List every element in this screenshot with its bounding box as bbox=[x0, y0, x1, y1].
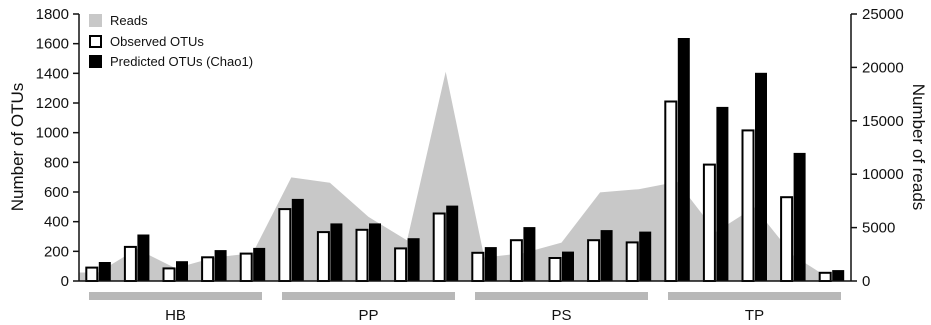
observed-otus-bar-19 bbox=[780, 196, 794, 282]
right-tick-label: 10000 bbox=[862, 166, 904, 183]
observed-otus-bar-6 bbox=[278, 208, 292, 283]
observed-otus-bar-2 bbox=[123, 245, 137, 282]
observed-otus-bar-9 bbox=[394, 247, 408, 282]
left-tick-label: 400 bbox=[44, 214, 69, 231]
legend-label: Observed OTUs bbox=[110, 34, 204, 49]
bars-layer bbox=[85, 38, 845, 283]
group-labels: HB PP PS TP bbox=[89, 292, 841, 324]
left-tick-label: 1200 bbox=[36, 95, 69, 112]
observed-otus-bar-10 bbox=[432, 212, 446, 282]
predicted-otus-bar-7 bbox=[330, 223, 343, 282]
predicted-otus-bar-8 bbox=[369, 223, 381, 282]
legend-predicted-swatch bbox=[89, 55, 102, 68]
predicted-otus-bar-12 bbox=[523, 227, 536, 282]
left-tick-label: 1800 bbox=[36, 6, 69, 23]
predicted-otus-bar-1 bbox=[98, 262, 111, 282]
predicted-otus-bar-20 bbox=[832, 270, 845, 282]
observed-otus-bar-20 bbox=[818, 271, 832, 282]
observed-otus-bar-13 bbox=[548, 257, 562, 282]
group-bracket bbox=[282, 292, 455, 300]
right-axis-ticks: 0 5000 10000 15000 20000 25000 bbox=[851, 6, 904, 290]
predicted-otus-bar-6 bbox=[291, 198, 304, 282]
observed-otus-bar-4 bbox=[201, 256, 215, 282]
group-bracket bbox=[89, 292, 262, 300]
legend: Reads Observed OTUs Predicted OTUs (Chao1) bbox=[89, 13, 253, 69]
reads-area-layer bbox=[79, 71, 832, 281]
predicted-otus-bar-15 bbox=[639, 231, 652, 282]
reads-area bbox=[79, 71, 832, 281]
right-tick-label: 0 bbox=[862, 273, 870, 290]
group-label: HB bbox=[165, 307, 186, 324]
group-bracket bbox=[668, 292, 841, 300]
y-axis-title-right: Number of reads bbox=[909, 84, 928, 211]
right-tick-label: 5000 bbox=[862, 220, 895, 237]
predicted-otus-bar-19 bbox=[793, 152, 806, 282]
predicted-otus-bar-2 bbox=[137, 234, 150, 282]
predicted-otus-bar-9 bbox=[407, 238, 420, 282]
y-axis-title-left: Number of OTUs bbox=[8, 83, 27, 211]
observed-otus-bar-3 bbox=[162, 267, 176, 282]
predicted-otus-bar-13 bbox=[562, 251, 574, 282]
left-tick-label: 600 bbox=[44, 184, 69, 201]
observed-otus-bar-1 bbox=[85, 266, 99, 283]
legend-label: Predicted OTUs (Chao1) bbox=[110, 54, 253, 69]
observed-otus-bar-18 bbox=[741, 129, 755, 282]
predicted-otus-bar-16 bbox=[677, 38, 690, 282]
group-label: PS bbox=[551, 307, 571, 324]
legend-observed-swatch bbox=[89, 35, 102, 48]
left-axis-ticks: 0 200 400 600 800 1000 1200 1400 1600 1800 bbox=[36, 6, 79, 290]
left-tick-label: 800 bbox=[44, 154, 69, 171]
legend-reads-swatch bbox=[89, 14, 102, 27]
observed-otus-bar-17 bbox=[702, 163, 716, 283]
predicted-otus-bar-5 bbox=[253, 247, 266, 282]
left-tick-label: 1400 bbox=[36, 65, 69, 82]
left-tick-label: 1000 bbox=[36, 125, 69, 142]
observed-otus-bar-7 bbox=[316, 231, 330, 283]
predicted-otus-bar-11 bbox=[484, 247, 497, 282]
left-tick-label: 1600 bbox=[36, 36, 69, 53]
predicted-otus-bar-4 bbox=[214, 250, 227, 282]
group-label: TP bbox=[745, 307, 764, 324]
observed-otus-bar-12 bbox=[509, 239, 523, 282]
predicted-otus-bar-14 bbox=[600, 230, 613, 282]
predicted-otus-bar-3 bbox=[176, 261, 188, 282]
predicted-otus-bar-17 bbox=[716, 106, 729, 282]
observed-otus-bar-8 bbox=[355, 228, 369, 283]
right-tick-label: 20000 bbox=[862, 59, 904, 76]
right-tick-label: 25000 bbox=[862, 6, 904, 23]
left-tick-label: 200 bbox=[44, 243, 69, 260]
predicted-otus-bar-18 bbox=[755, 72, 767, 282]
observed-otus-bar-15 bbox=[625, 241, 639, 282]
group-bracket bbox=[475, 292, 648, 300]
group-label: PP bbox=[358, 307, 378, 324]
left-tick-label: 0 bbox=[61, 273, 69, 290]
observed-otus-bar-11 bbox=[471, 251, 485, 283]
observed-otus-bar-14 bbox=[587, 239, 601, 282]
observed-otus-bar-5 bbox=[239, 252, 253, 283]
legend-label: Reads bbox=[110, 13, 148, 28]
observed-otus-bar-16 bbox=[664, 100, 678, 282]
right-tick-label: 15000 bbox=[862, 113, 904, 130]
axes-layer bbox=[78, 14, 852, 282]
predicted-otus-bar-10 bbox=[446, 205, 459, 282]
